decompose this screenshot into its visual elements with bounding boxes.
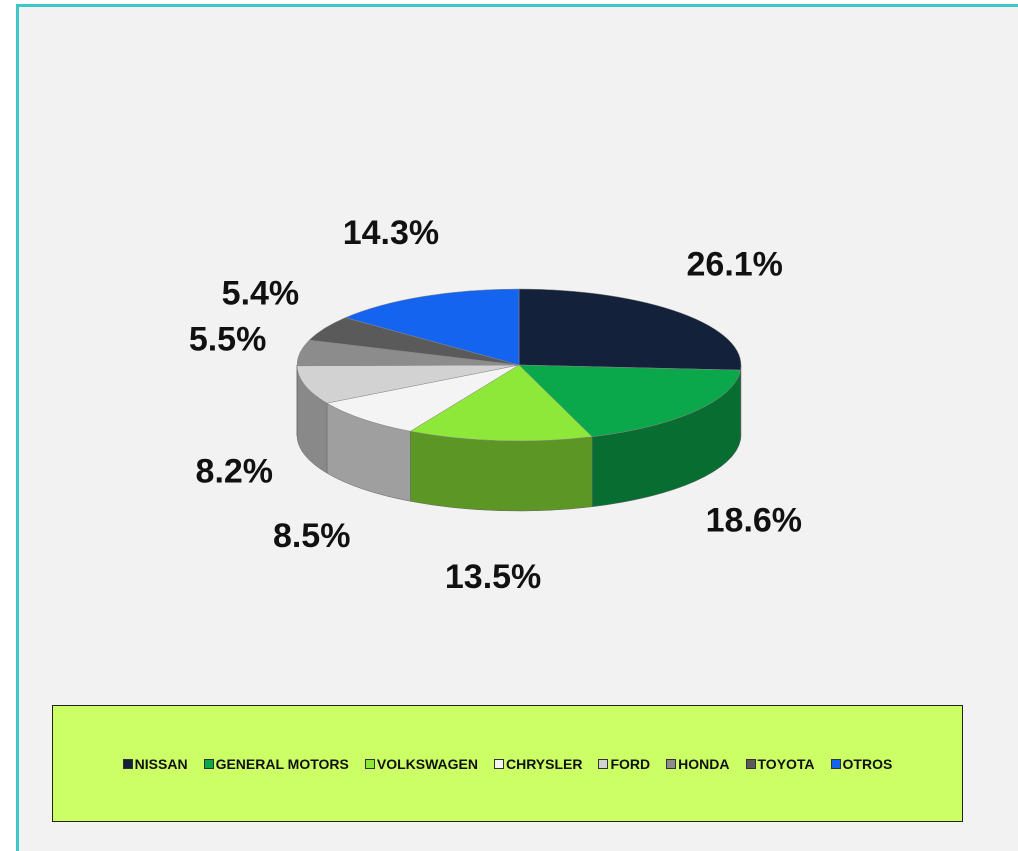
data-label: 8.5%	[273, 517, 351, 555]
slice	[296, 364, 520, 404]
legend-swatch	[122, 758, 133, 769]
data-label: 13.5%	[445, 558, 541, 596]
legend-swatch	[493, 758, 504, 769]
legend-swatch	[203, 758, 214, 769]
legend-swatch	[745, 758, 756, 769]
legend-item: HONDA	[666, 755, 730, 772]
legend-swatch	[830, 758, 841, 769]
legend-swatch	[364, 758, 375, 769]
legend-label: TOYOTA	[757, 755, 815, 772]
data-label: 5.5%	[189, 321, 267, 359]
slice	[518, 288, 742, 371]
legend-item: TOYOTA	[745, 755, 815, 772]
legend-item: NISSAN	[122, 755, 188, 772]
legend-item: FORD	[598, 756, 650, 772]
legend-item: CHRYSLER	[493, 755, 583, 772]
legend: NISSAN GENERAL MOTORS VOLKSWAGEN CHRYSLER FO…	[52, 705, 963, 822]
legend-label: HONDA	[678, 755, 730, 772]
slice-side	[410, 430, 593, 512]
legend-item: VOLKSWAGEN	[364, 755, 478, 772]
slice	[344, 288, 520, 366]
slice	[409, 364, 593, 442]
legend-label: OTROS	[842, 755, 893, 772]
slice	[518, 364, 741, 438]
legend-item: GENERAL MOTORS	[203, 755, 349, 772]
data-label: 14.3%	[343, 214, 439, 252]
data-label: 26.1%	[687, 245, 783, 283]
legend-label: FORD	[610, 755, 651, 772]
slice	[326, 364, 520, 432]
legend-swatch	[666, 758, 677, 769]
data-label: 5.4%	[222, 274, 300, 312]
legend-label: VOLKSWAGEN	[376, 755, 478, 772]
data-label: 8.2%	[196, 452, 274, 490]
legend-item: OTROS	[830, 755, 893, 772]
legend-swatch	[598, 758, 609, 769]
legend-label: NISSAN	[134, 755, 188, 772]
legend-label: CHRYSLER	[505, 755, 583, 772]
data-label: 18.6%	[706, 502, 802, 540]
legend-label: GENERAL MOTORS	[215, 755, 349, 772]
